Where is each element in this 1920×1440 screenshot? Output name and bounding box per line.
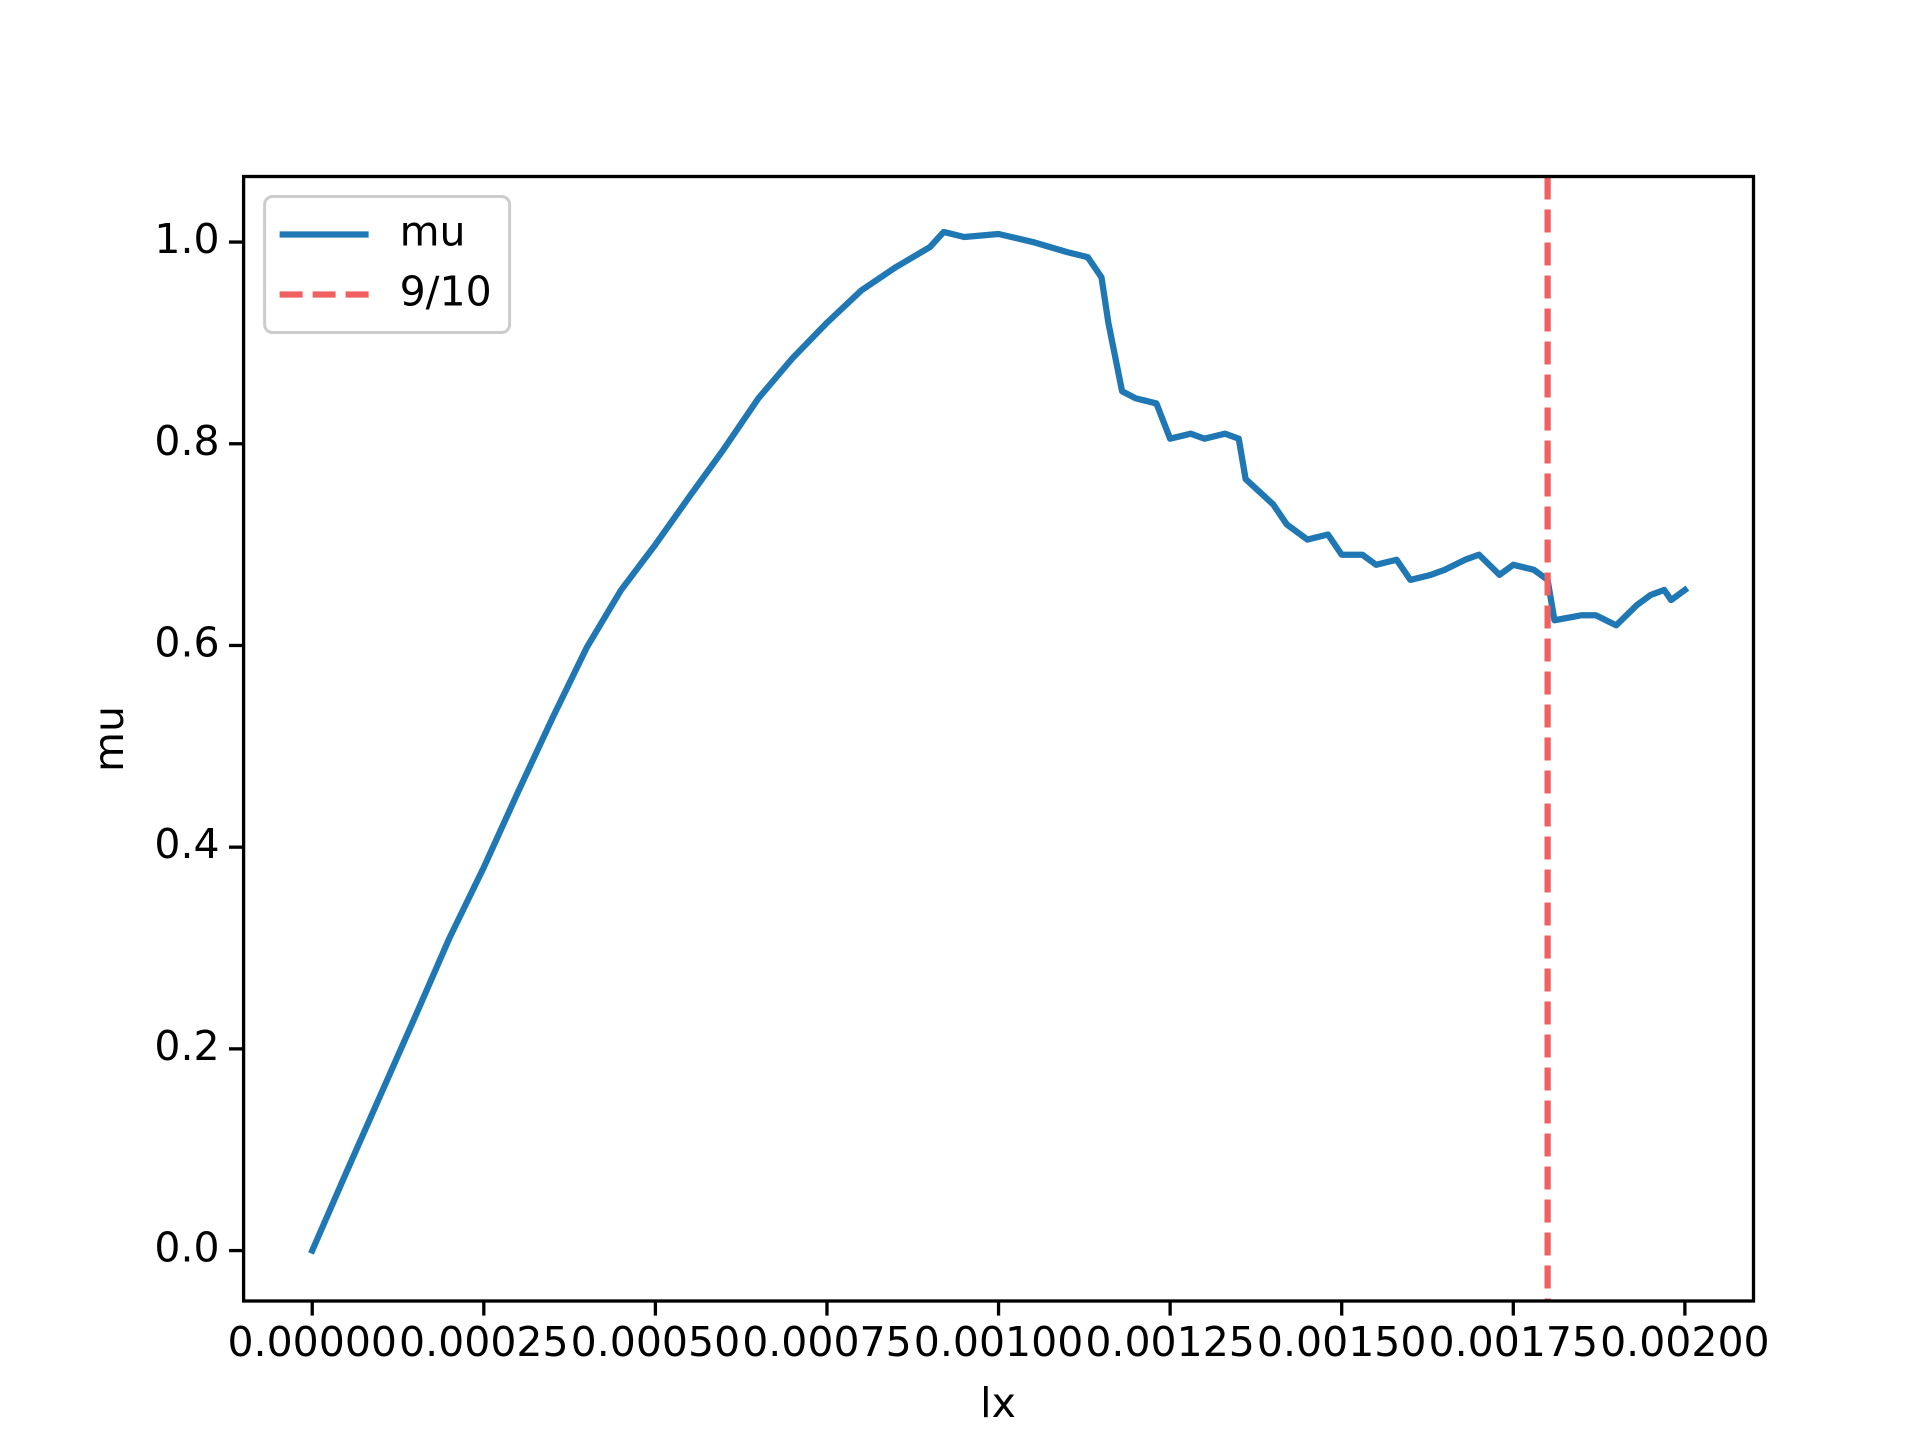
x-tick-label: 0.00075 xyxy=(742,1318,912,1366)
y-tick-label: 0.2 xyxy=(154,1022,219,1070)
series-line xyxy=(308,228,1690,1255)
y-tick-label: 0.8 xyxy=(154,417,219,465)
x-tick-label: 0.00150 xyxy=(1257,1318,1427,1366)
legend-label: 9/10 xyxy=(400,268,492,316)
x-tick-label: 0.00125 xyxy=(1085,1318,1255,1366)
y-tick-label: 1.0 xyxy=(154,215,219,263)
y-tick-label: 0.6 xyxy=(154,618,219,666)
x-tick-label: 0.00200 xyxy=(1600,1318,1770,1366)
y-axis-label: mu xyxy=(85,706,133,772)
x-axis-label: lx xyxy=(980,1379,1016,1427)
x-tick-label: 0.00025 xyxy=(399,1318,569,1366)
x-tick-label: 0.00175 xyxy=(1429,1318,1599,1366)
legend-label: mu xyxy=(400,208,466,256)
x-tick-label: 0.00000 xyxy=(227,1318,397,1366)
x-tick-label: 0.00050 xyxy=(571,1318,741,1366)
y-tick-label: 0.4 xyxy=(154,820,219,868)
legend-box xyxy=(263,195,512,334)
plot-frame xyxy=(241,174,1756,1303)
x-tick-label: 0.00100 xyxy=(914,1318,1084,1366)
y-tick-label: 0.0 xyxy=(154,1224,219,1272)
